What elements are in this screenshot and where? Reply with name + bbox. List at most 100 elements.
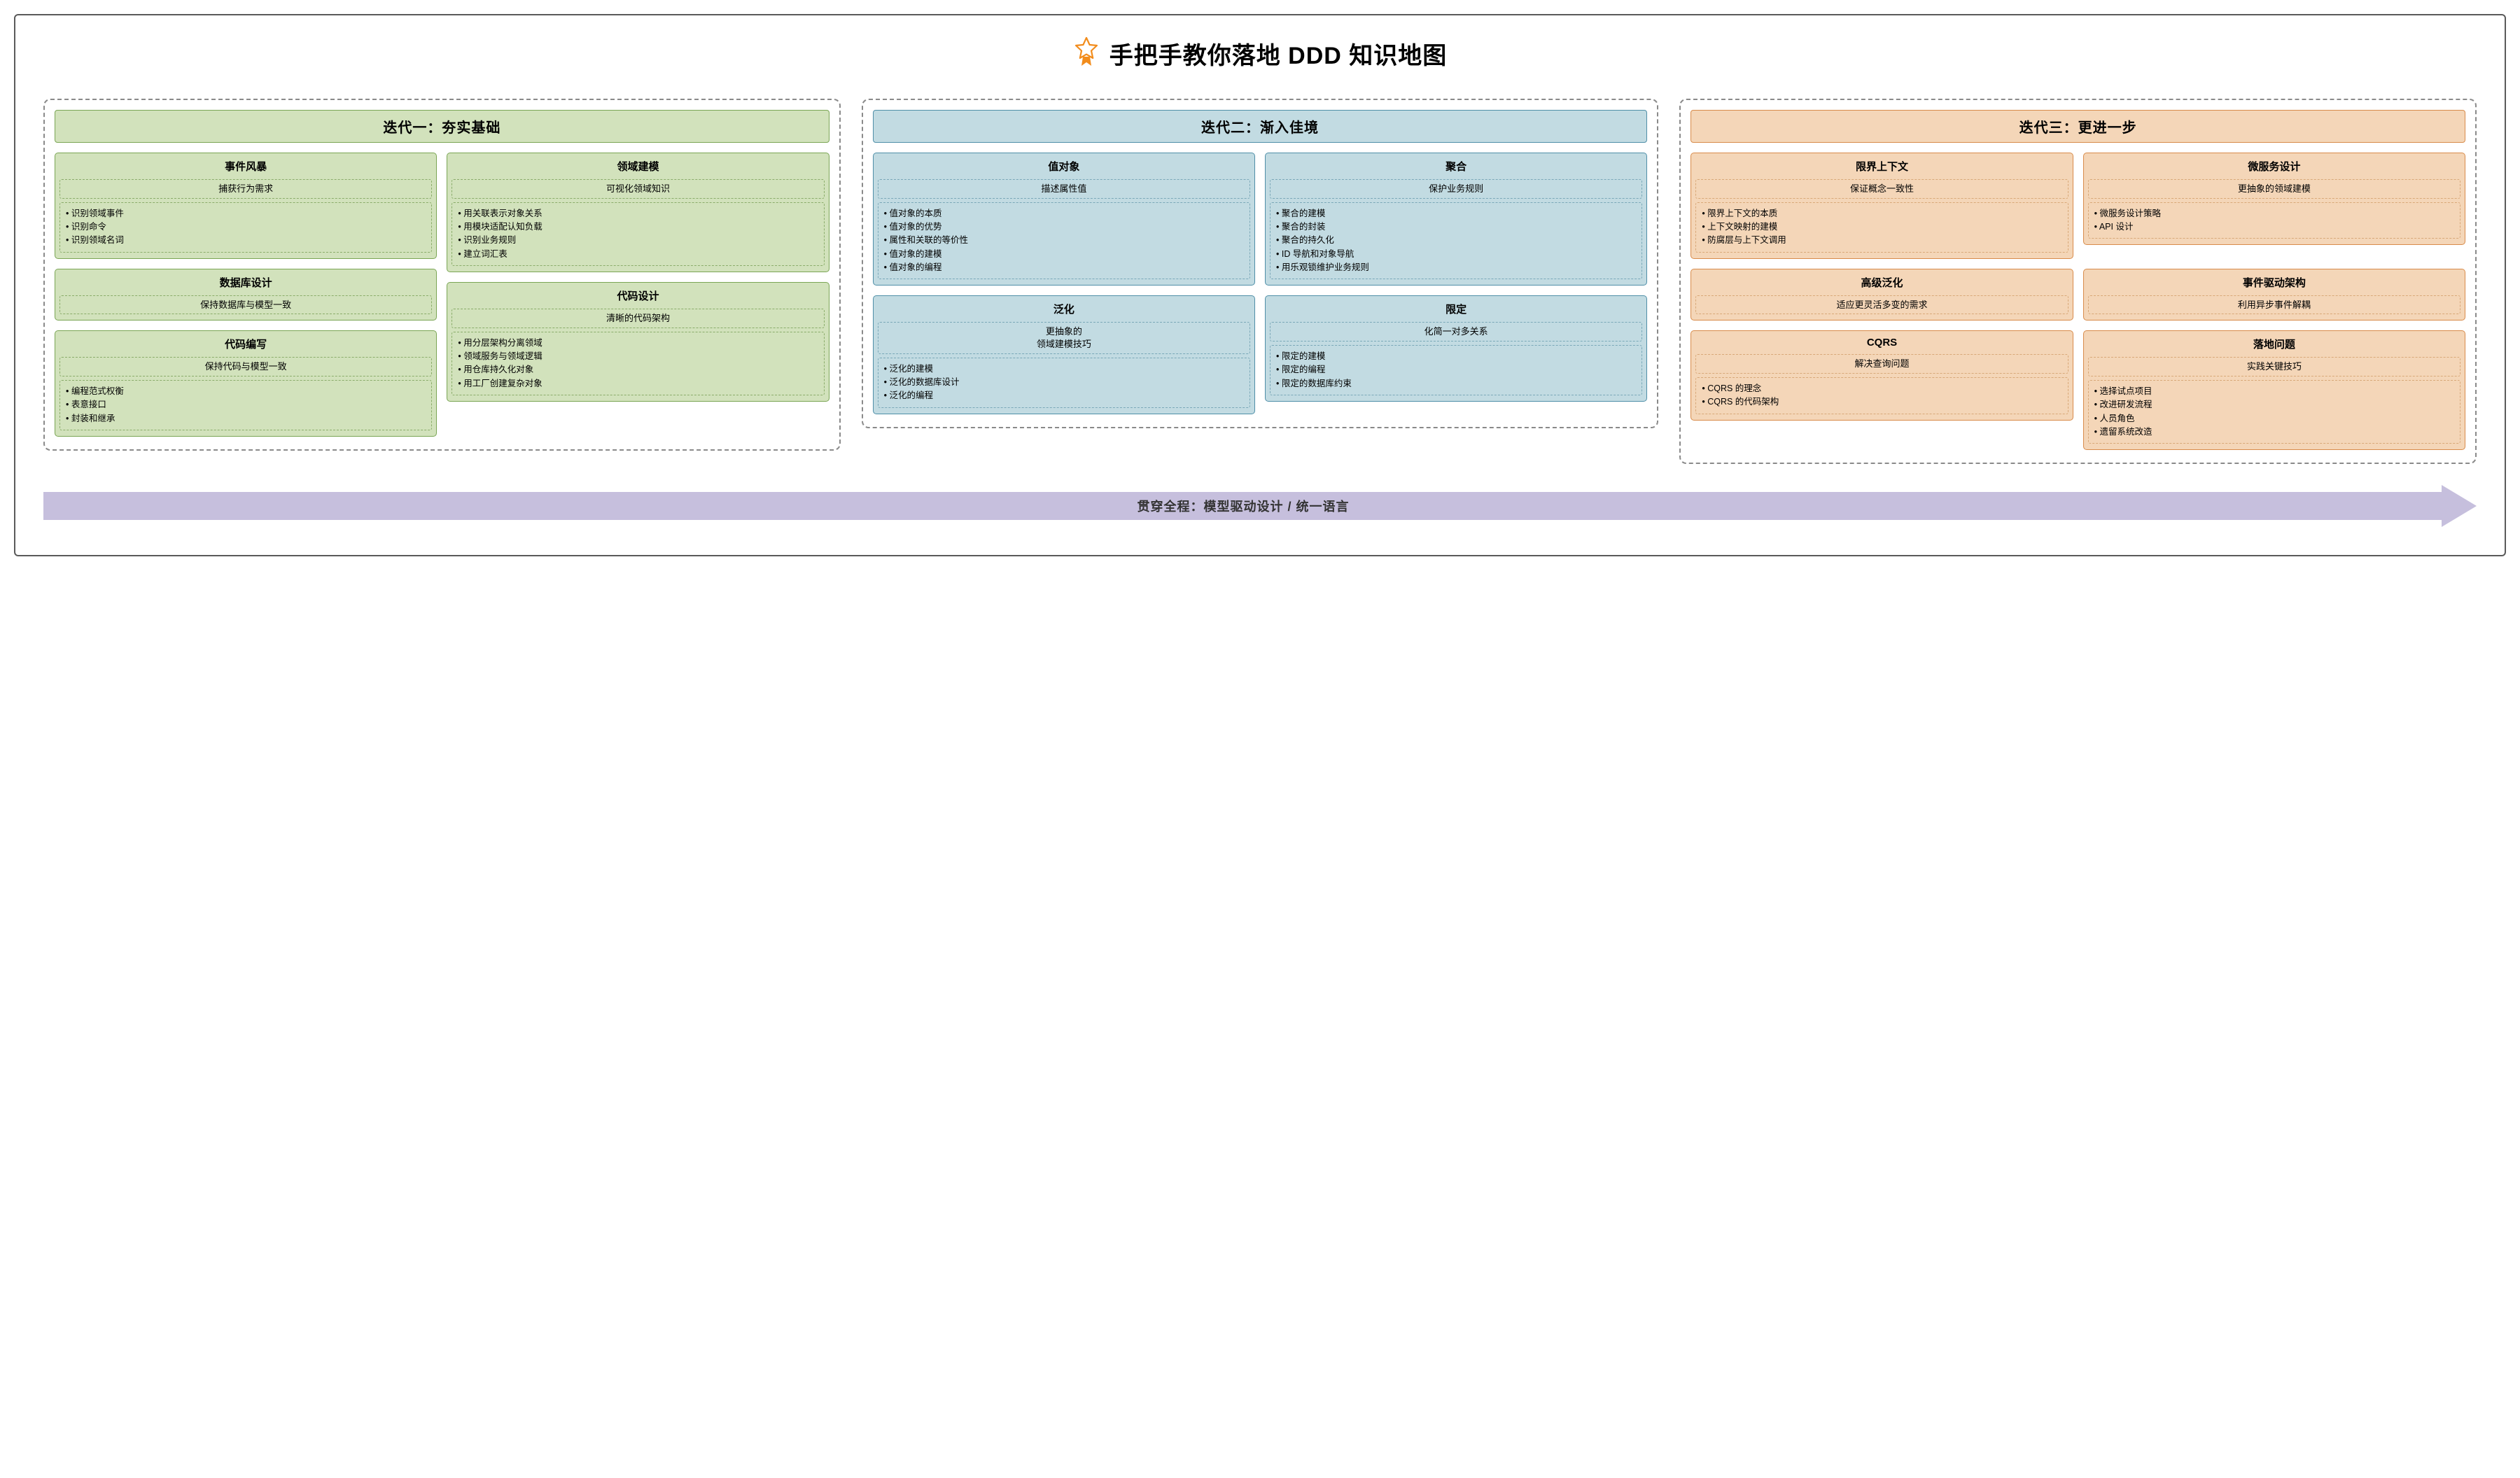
topic-card: 代码设计清晰的代码架构用分层架构分离领域领域服务与领域逻辑用仓库持久化对象用工厂… [447, 282, 829, 402]
card-subtitle: 化简一对多关系 [1270, 322, 1642, 342]
list-item: 微服务设计策略 [2094, 207, 2454, 220]
card-subtitle: 更抽象的领域建模技巧 [878, 322, 1250, 353]
topic-card: 微服务设计更抽象的领域建模微服务设计策略API 设计 [2083, 153, 2465, 245]
star-medal-icon [1073, 36, 1100, 71]
card-subtitle: 捕获行为需求 [59, 179, 432, 199]
card-items: 用关联表示对象关系用模块适配认知负载识别业务规则建立词汇表 [451, 202, 824, 267]
topic-card: 聚合保护业务规则聚合的建模聚合的封装聚合的持久化ID 导航和对象导航用乐观锁维护… [1265, 153, 1647, 286]
card-title: 数据库设计 [59, 274, 432, 292]
arrow-bar: 贯穿全程：模型驱动设计 / 统一语言 [43, 492, 2443, 520]
list-item: 选择试点项目 [2094, 385, 2454, 398]
list-item: 防腐层与上下文调用 [1702, 234, 2062, 247]
list-item: 限定的建模 [1276, 350, 1636, 363]
list-item: 编程范式权衡 [66, 385, 426, 398]
topic-card: 领域建模可视化领域知识用关联表示对象关系用模块适配认知负载识别业务规则建立词汇表 [447, 153, 829, 272]
card-title: 微服务设计 [2088, 157, 2460, 176]
arrow-head-icon [2442, 485, 2477, 527]
topic-card: 代码编写保持代码与模型一致编程范式权衡表意接口封装和继承 [55, 330, 437, 437]
list-item: 限定的数据库约束 [1276, 377, 1636, 390]
iteration-group: 迭代一：夯实基础事件风暴捕获行为需求识别领域事件识别命令识别领域名词数据库设计保… [43, 99, 841, 451]
cards-grid: 值对象描述属性值值对象的本质值对象的优势属性和关联的等价性值对象的建模值对象的编… [873, 153, 1648, 414]
card-subtitle: 清晰的代码架构 [451, 309, 824, 328]
topic-card: 事件风暴捕获行为需求识别领域事件识别命令识别领域名词 [55, 153, 437, 259]
list-item: 泛化的建模 [884, 363, 1244, 376]
card-items: 聚合的建模聚合的封装聚合的持久化ID 导航和对象导航用乐观锁维护业务规则 [1270, 202, 1642, 280]
card-items: 用分层架构分离领域领域服务与领域逻辑用仓库持久化对象用工厂创建复杂对象 [451, 332, 824, 396]
bottom-arrow: 贯穿全程：模型驱动设计 / 统一语言 [43, 485, 2477, 527]
cards-grid: 事件风暴捕获行为需求识别领域事件识别命令识别领域名词数据库设计保持数据库与模型一… [55, 153, 830, 437]
card-title: CQRS [1695, 335, 2068, 351]
list-item: 用乐观锁维护业务规则 [1276, 261, 1636, 274]
topic-card: 限界上下文保证概念一致性限界上下文的本质上下文映射的建模防腐层与上下文调用 [1690, 153, 2073, 259]
card-items: 识别领域事件识别命令识别领域名词 [59, 202, 432, 253]
iteration-group: 迭代二：渐入佳境值对象描述属性值值对象的本质值对象的优势属性和关联的等价性值对象… [862, 99, 1659, 428]
list-item: 识别业务规则 [458, 234, 818, 247]
list-item: 值对象的建模 [884, 248, 1244, 261]
card-title: 事件风暴 [59, 157, 432, 176]
card-items: 选择试点项目改进研发流程人员角色遗留系统改造 [2088, 380, 2460, 444]
list-item: 封装和继承 [66, 412, 426, 425]
topic-card: 事件驱动架构利用异步事件解耦 [2083, 269, 2465, 321]
list-item: ID 导航和对象导航 [1276, 248, 1636, 261]
group-header: 迭代三：更进一步 [1690, 110, 2465, 143]
card-items: 限定的建模限定的编程限定的数据库约束 [1270, 345, 1642, 395]
group-header: 迭代一：夯实基础 [55, 110, 830, 143]
card-subtitle: 保证概念一致性 [1695, 179, 2068, 199]
list-item: 用模块适配认知负载 [458, 220, 818, 234]
list-item: CQRS 的理念 [1702, 382, 2062, 395]
list-item: 聚合的封装 [1276, 220, 1636, 234]
list-item: 泛化的编程 [884, 389, 1244, 402]
list-item: CQRS 的代码架构 [1702, 395, 2062, 409]
card-title: 聚合 [1270, 157, 1642, 176]
list-item: 识别命令 [66, 220, 426, 234]
topic-card: 落地问题实践关键技巧选择试点项目改进研发流程人员角色遗留系统改造 [2083, 330, 2465, 450]
card-items: 微服务设计策略API 设计 [2088, 202, 2460, 239]
card-title: 领域建模 [451, 157, 824, 176]
card-subtitle: 解决查询问题 [1695, 354, 2068, 374]
card-subtitle: 利用异步事件解耦 [2088, 295, 2460, 315]
page-title: 手把手教你落地 DDD 知识地图 [1110, 36, 1448, 71]
list-item: 值对象的优势 [884, 220, 1244, 234]
group-header: 迭代二：渐入佳境 [873, 110, 1648, 143]
diagram-frame: 手把手教你落地 DDD 知识地图 迭代一：夯实基础事件风暴捕获行为需求识别领域事… [14, 14, 2506, 556]
topic-card: 数据库设计保持数据库与模型一致 [55, 269, 437, 321]
list-item: 上下文映射的建模 [1702, 220, 2062, 234]
list-item: 限界上下文的本质 [1702, 207, 2062, 220]
card-column: 领域建模可视化领域知识用关联表示对象关系用模块适配认知负载识别业务规则建立词汇表… [447, 153, 829, 402]
card-items: 泛化的建模泛化的数据库设计泛化的编程 [878, 358, 1250, 408]
list-item: 用仓库持久化对象 [458, 363, 818, 376]
card-title: 高级泛化 [1695, 274, 2068, 292]
card-items: CQRS 的理念CQRS 的代码架构 [1695, 377, 2068, 414]
card-subtitle: 保护业务规则 [1270, 179, 1642, 199]
list-item: 识别领域事件 [66, 207, 426, 220]
card-title: 限界上下文 [1695, 157, 2068, 176]
list-item: 识别领域名词 [66, 234, 426, 247]
cards-grid: 限界上下文保证概念一致性限界上下文的本质上下文映射的建模防腐层与上下文调用微服务… [1690, 153, 2465, 450]
list-item: 领域服务与领域逻辑 [458, 350, 818, 363]
card-subtitle: 描述属性值 [878, 179, 1250, 199]
card-subtitle: 保持数据库与模型一致 [59, 295, 432, 315]
iteration-group: 迭代三：更进一步限界上下文保证概念一致性限界上下文的本质上下文映射的建模防腐层与… [1679, 99, 2477, 464]
groups-row: 迭代一：夯实基础事件风暴捕获行为需求识别领域事件识别命令识别领域名词数据库设计保… [43, 99, 2477, 464]
card-subtitle: 更抽象的领域建模 [2088, 179, 2460, 199]
topic-card: CQRS 解决查询问题 CQRS 的理念CQRS 的代码架构 [1690, 330, 2073, 420]
title-row: 手把手教你落地 DDD 知识地图 [43, 36, 2477, 71]
card-items: 编程范式权衡表意接口封装和继承 [59, 380, 432, 430]
list-item: 用工厂创建复杂对象 [458, 377, 818, 390]
list-item: 聚合的持久化 [1276, 234, 1636, 247]
topic-card: 限定化简一对多关系限定的建模限定的编程限定的数据库约束 [1265, 295, 1647, 402]
card-subtitle: 适应更灵活多变的需求 [1695, 295, 2068, 315]
list-item: 建立词汇表 [458, 248, 818, 261]
topic-card: 高级泛化适应更灵活多变的需求 [1690, 269, 2073, 321]
list-item: 改进研发流程 [2094, 398, 2454, 411]
list-item: 人员角色 [2094, 412, 2454, 425]
list-item: 值对象的编程 [884, 261, 1244, 274]
topic-card: 泛化更抽象的领域建模技巧泛化的建模泛化的数据库设计泛化的编程 [873, 295, 1255, 414]
list-item: 遗留系统改造 [2094, 425, 2454, 439]
list-item: 属性和关联的等价性 [884, 234, 1244, 247]
list-item: 用分层架构分离领域 [458, 337, 818, 350]
card-title: 泛化 [878, 300, 1250, 318]
card-items: 值对象的本质值对象的优势属性和关联的等价性值对象的建模值对象的编程 [878, 202, 1250, 280]
card-title: 落地问题 [2088, 335, 2460, 353]
list-item: API 设计 [2094, 220, 2454, 234]
